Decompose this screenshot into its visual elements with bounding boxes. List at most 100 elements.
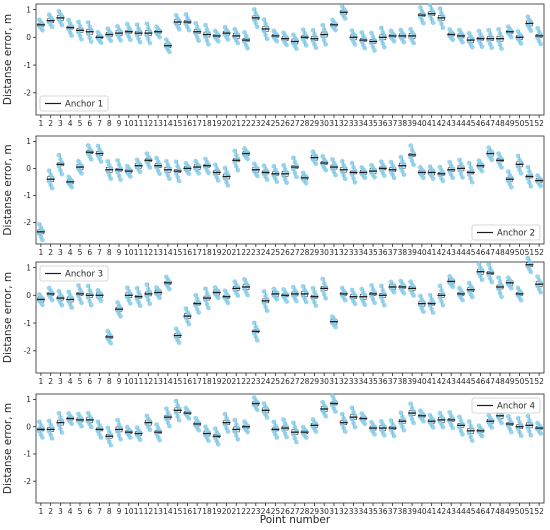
box-5 — [75, 283, 84, 306]
box-2 — [46, 168, 55, 191]
x-tick-label: 23 — [251, 248, 261, 257]
x-tick-label: 20 — [222, 119, 232, 128]
box-42 — [437, 6, 446, 31]
x-tick-label: 38 — [398, 119, 408, 128]
sample-point — [290, 166, 296, 172]
box-48 — [496, 151, 505, 170]
sample-point — [271, 163, 277, 169]
x-tick-label: 44 — [456, 377, 466, 386]
box-19 — [212, 162, 221, 183]
x-tick-label: 21 — [231, 248, 241, 257]
sample-point — [421, 418, 426, 424]
x-tick-label: 52 — [534, 248, 544, 257]
sample-point — [163, 406, 169, 411]
sample-point — [245, 45, 250, 51]
sample-point — [167, 49, 172, 55]
x-tick-label: 30 — [319, 507, 329, 516]
sample-point — [391, 39, 397, 44]
sample-point — [401, 427, 407, 433]
box-18 — [202, 424, 211, 444]
box-32 — [339, 4, 348, 21]
sample-point — [378, 283, 384, 289]
legend: Anchor 3 — [39, 265, 109, 282]
sample-point — [437, 6, 443, 11]
sample-point — [437, 283, 443, 289]
box-27 — [290, 32, 299, 51]
box-8 — [105, 158, 114, 182]
x-tick-label: 3 — [58, 119, 63, 128]
plot-frame — [35, 3, 545, 116]
box-1 — [36, 419, 45, 440]
sample-point — [157, 437, 163, 443]
box-24 — [261, 289, 270, 314]
box-27 — [290, 155, 299, 180]
sample-point — [349, 417, 355, 422]
sample-point — [49, 297, 55, 303]
sample-point — [450, 37, 456, 43]
x-tick-label: 14 — [163, 119, 173, 128]
y-axis-label: Distanse error, m — [2, 272, 14, 363]
x-tick-label: 51 — [525, 248, 535, 257]
sample-point — [398, 165, 404, 170]
x-tick-label: 43 — [446, 119, 456, 128]
sample-point — [470, 438, 475, 443]
sample-point — [134, 285, 140, 291]
sample-point — [222, 422, 228, 427]
sample-point — [527, 429, 532, 434]
sample-point — [118, 437, 123, 442]
box-4 — [66, 17, 75, 38]
x-tick-label: 15 — [173, 248, 183, 257]
x-tick-label: 10 — [124, 507, 134, 516]
box-18 — [202, 156, 211, 176]
box-30 — [320, 276, 329, 301]
sample-point — [203, 22, 208, 28]
x-tick-label: 42 — [437, 248, 447, 257]
sample-point — [157, 295, 163, 301]
box-39 — [408, 279, 417, 298]
x-tick-label: 22 — [241, 119, 251, 128]
x-tick-label: 20 — [222, 248, 232, 257]
box-13 — [154, 285, 163, 301]
sample-point — [49, 24, 55, 30]
box-49 — [505, 414, 514, 435]
sample-point — [36, 221, 42, 227]
box-16 — [183, 161, 192, 177]
x-tick-label: 37 — [388, 248, 398, 257]
x-tick-label: 5 — [78, 507, 83, 516]
x-tick-label: 50 — [515, 119, 525, 128]
sample-point — [98, 298, 104, 304]
x-tick-label: 7 — [97, 119, 102, 128]
x-tick-label: 52 — [534, 119, 544, 128]
sample-point — [115, 169, 120, 175]
x-tick-label: 12 — [144, 248, 154, 257]
sample-point — [518, 433, 524, 439]
box-7 — [95, 287, 104, 304]
sample-point — [372, 175, 377, 180]
sample-point — [303, 180, 309, 186]
x-tick-label: 6 — [87, 248, 92, 257]
sample-point — [430, 176, 436, 182]
box-6 — [85, 410, 94, 430]
box-22 — [242, 30, 251, 51]
x-tick-label: 44 — [456, 507, 466, 516]
x-tick-label: 49 — [505, 248, 515, 257]
box-10 — [124, 285, 133, 306]
box-34 — [359, 411, 368, 427]
sample-point — [427, 303, 433, 308]
sample-point — [362, 302, 368, 308]
sample-point — [245, 292, 250, 298]
x-tick-label: 4 — [68, 507, 73, 516]
box-28 — [300, 424, 309, 440]
sample-point — [408, 143, 413, 148]
sample-point — [388, 418, 394, 423]
sample-point — [515, 415, 521, 421]
x-tick-label: 4 — [68, 377, 73, 386]
box-2 — [46, 418, 55, 441]
y-tick-label: 1 — [26, 137, 31, 146]
box-35 — [369, 30, 378, 53]
sample-point — [98, 40, 104, 45]
sample-point — [79, 37, 84, 42]
sample-point — [313, 303, 319, 308]
